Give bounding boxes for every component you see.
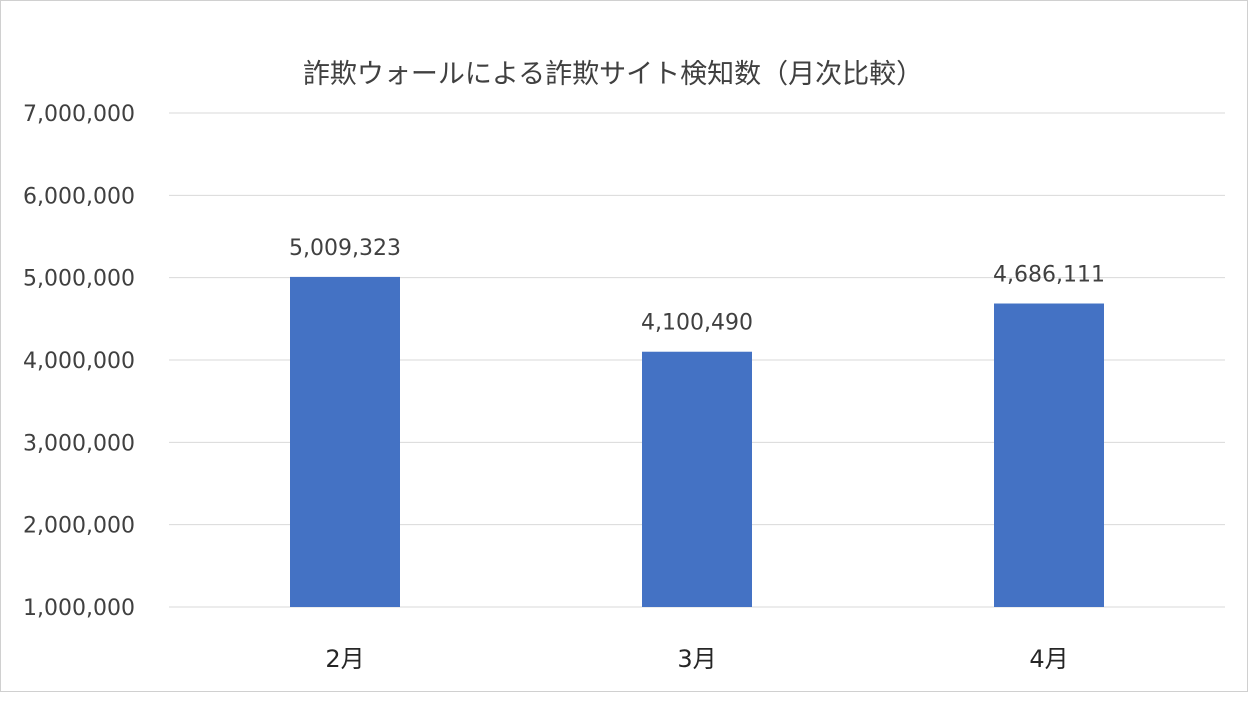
x-category-label: 2月 — [325, 645, 364, 673]
y-tick-label: 5,000,000 — [23, 267, 135, 292]
bar — [642, 351, 752, 607]
x-category-label: 3月 — [677, 645, 716, 673]
y-tick-label: 4,000,000 — [23, 349, 135, 374]
y-tick-label: 3,000,000 — [23, 431, 135, 456]
chart-title: 詐欺ウォールによる詐欺サイト検知数（月次比較） — [303, 59, 923, 90]
data-label: 5,009,323 — [289, 236, 401, 261]
y-tick-label: 1,000,000 — [23, 596, 135, 621]
y-tick-label: 6,000,000 — [23, 184, 135, 209]
data-label: 4,686,111 — [993, 263, 1105, 288]
x-axis-category-labels: 2月 3月 4月 — [325, 645, 1068, 673]
bar — [994, 303, 1104, 607]
y-axis-tick-labels: 1,000,000 2,000,000 3,000,000 4,000,000 5,00… — [23, 102, 135, 621]
data-label: 4,100,490 — [641, 311, 753, 336]
bar — [290, 276, 400, 607]
bars — [290, 276, 1104, 607]
data-labels: 5,009,323 4,100,490 4,686,111 — [289, 236, 1105, 336]
y-tick-label: 7,000,000 — [23, 102, 135, 127]
x-category-label: 4月 — [1029, 645, 1068, 673]
y-tick-label: 2,000,000 — [23, 514, 135, 539]
